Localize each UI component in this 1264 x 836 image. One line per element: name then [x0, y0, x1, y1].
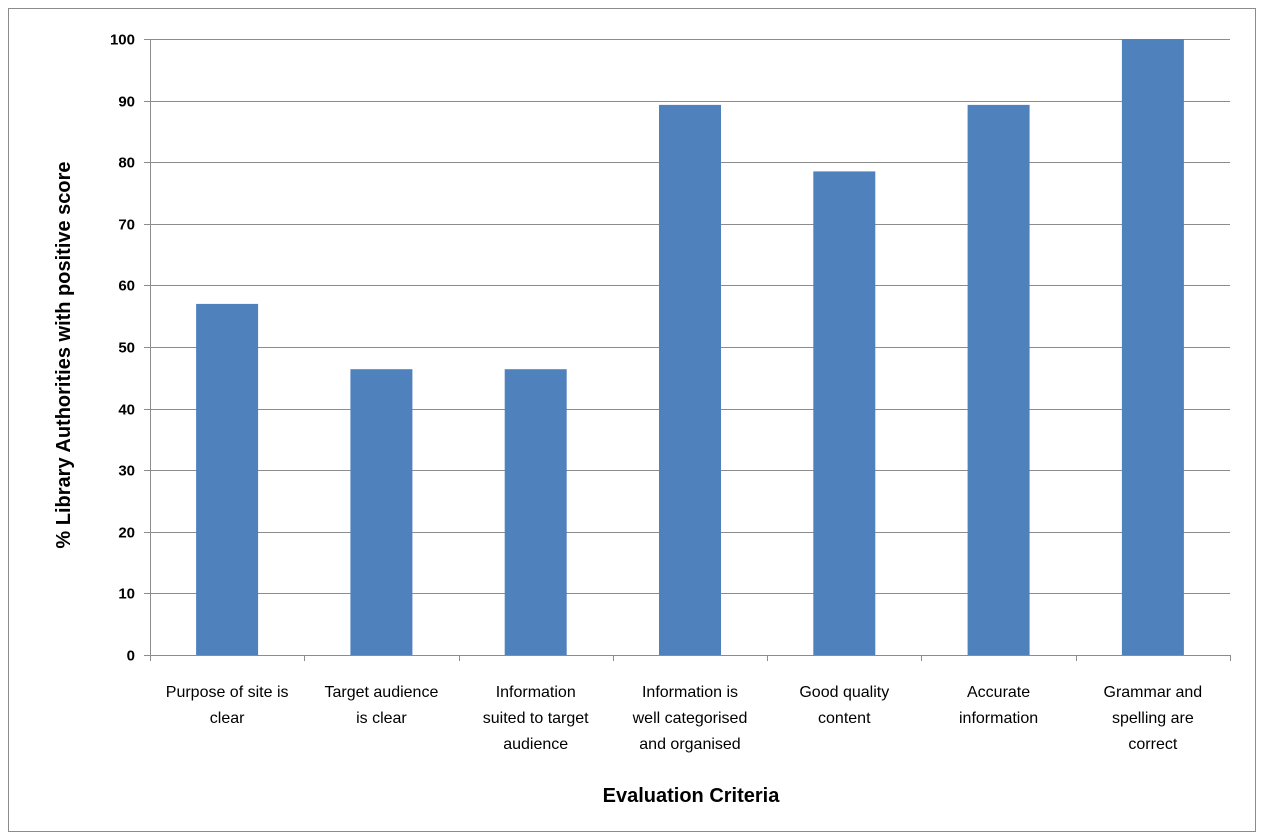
x-category-label-line: well categorised: [632, 710, 748, 727]
x-category-label: Target audience is clear: [324, 684, 438, 727]
y-tick-label: 80: [118, 155, 135, 172]
bar: [504, 369, 567, 655]
x-category-label-line: Good quality: [799, 684, 889, 701]
y-tick-label: 60: [118, 278, 135, 295]
x-category-label-line: and organised: [639, 736, 740, 753]
x-category-label-line: Information is: [642, 684, 738, 701]
bar: [196, 303, 259, 655]
bar: [967, 104, 1030, 655]
bar: [813, 171, 876, 655]
x-category-label: Information suited to target audience: [483, 684, 589, 753]
y-tick-label: 0: [127, 648, 135, 665]
x-category-label-line: Information: [496, 684, 576, 701]
x-category-label-line: spelling are: [1112, 710, 1194, 727]
y-tick-label: 70: [118, 217, 135, 234]
y-tick-label: 40: [118, 402, 135, 419]
y-tick-label: 30: [118, 463, 135, 480]
x-category-label-line: Grammar and: [1104, 684, 1203, 701]
x-category-label-line: correct: [1128, 736, 1177, 753]
x-category-label-line: Accurate: [967, 684, 1030, 701]
bars: [196, 39, 1184, 655]
y-tick-label: 90: [118, 94, 135, 111]
x-category-label-line: is clear: [356, 710, 407, 727]
x-category-label-line: information: [959, 710, 1038, 727]
x-category-label-line: clear: [210, 710, 245, 727]
x-category-label-line: audience: [503, 736, 568, 753]
x-axis-title: Evaluation Criteria: [603, 785, 781, 807]
y-tick-label: 100: [110, 32, 135, 49]
y-tick-label: 20: [118, 525, 135, 542]
y-tick-label: 50: [118, 340, 135, 357]
y-tick-label: 10: [118, 586, 135, 603]
x-category-label-line: Target audience: [324, 684, 438, 701]
x-category-labels: Purpose of site is clear Target audience is…: [166, 684, 1202, 753]
axes: [144, 39, 1231, 661]
bar: [659, 104, 721, 655]
y-axis-title: % Library Authorities with positive scor…: [53, 161, 75, 548]
bar-chart: 0 10 20 30 40 50 60 70 80 90 100 Purpose of site i…: [53, 32, 1231, 807]
y-tick-labels: 0 10 20 30 40 50 60 70 80 90 100: [110, 32, 135, 665]
x-category-label: Purpose of site is clear: [166, 684, 289, 727]
x-category-label: Information is well categorised and organi…: [632, 684, 748, 753]
bar: [350, 369, 413, 655]
chart-frame: 0 10 20 30 40 50 60 70 80 90 100 Purpose of site i…: [8, 8, 1256, 832]
bar: [1121, 39, 1184, 655]
x-category-label: Good quality content: [799, 684, 889, 727]
x-category-label-line: content: [818, 710, 871, 727]
x-category-label: Grammar and spelling are correct: [1104, 684, 1203, 753]
x-category-label-line: suited to target: [483, 710, 589, 727]
x-category-label-line: Purpose of site is: [166, 684, 289, 701]
x-category-label: Accurate information: [959, 684, 1038, 727]
